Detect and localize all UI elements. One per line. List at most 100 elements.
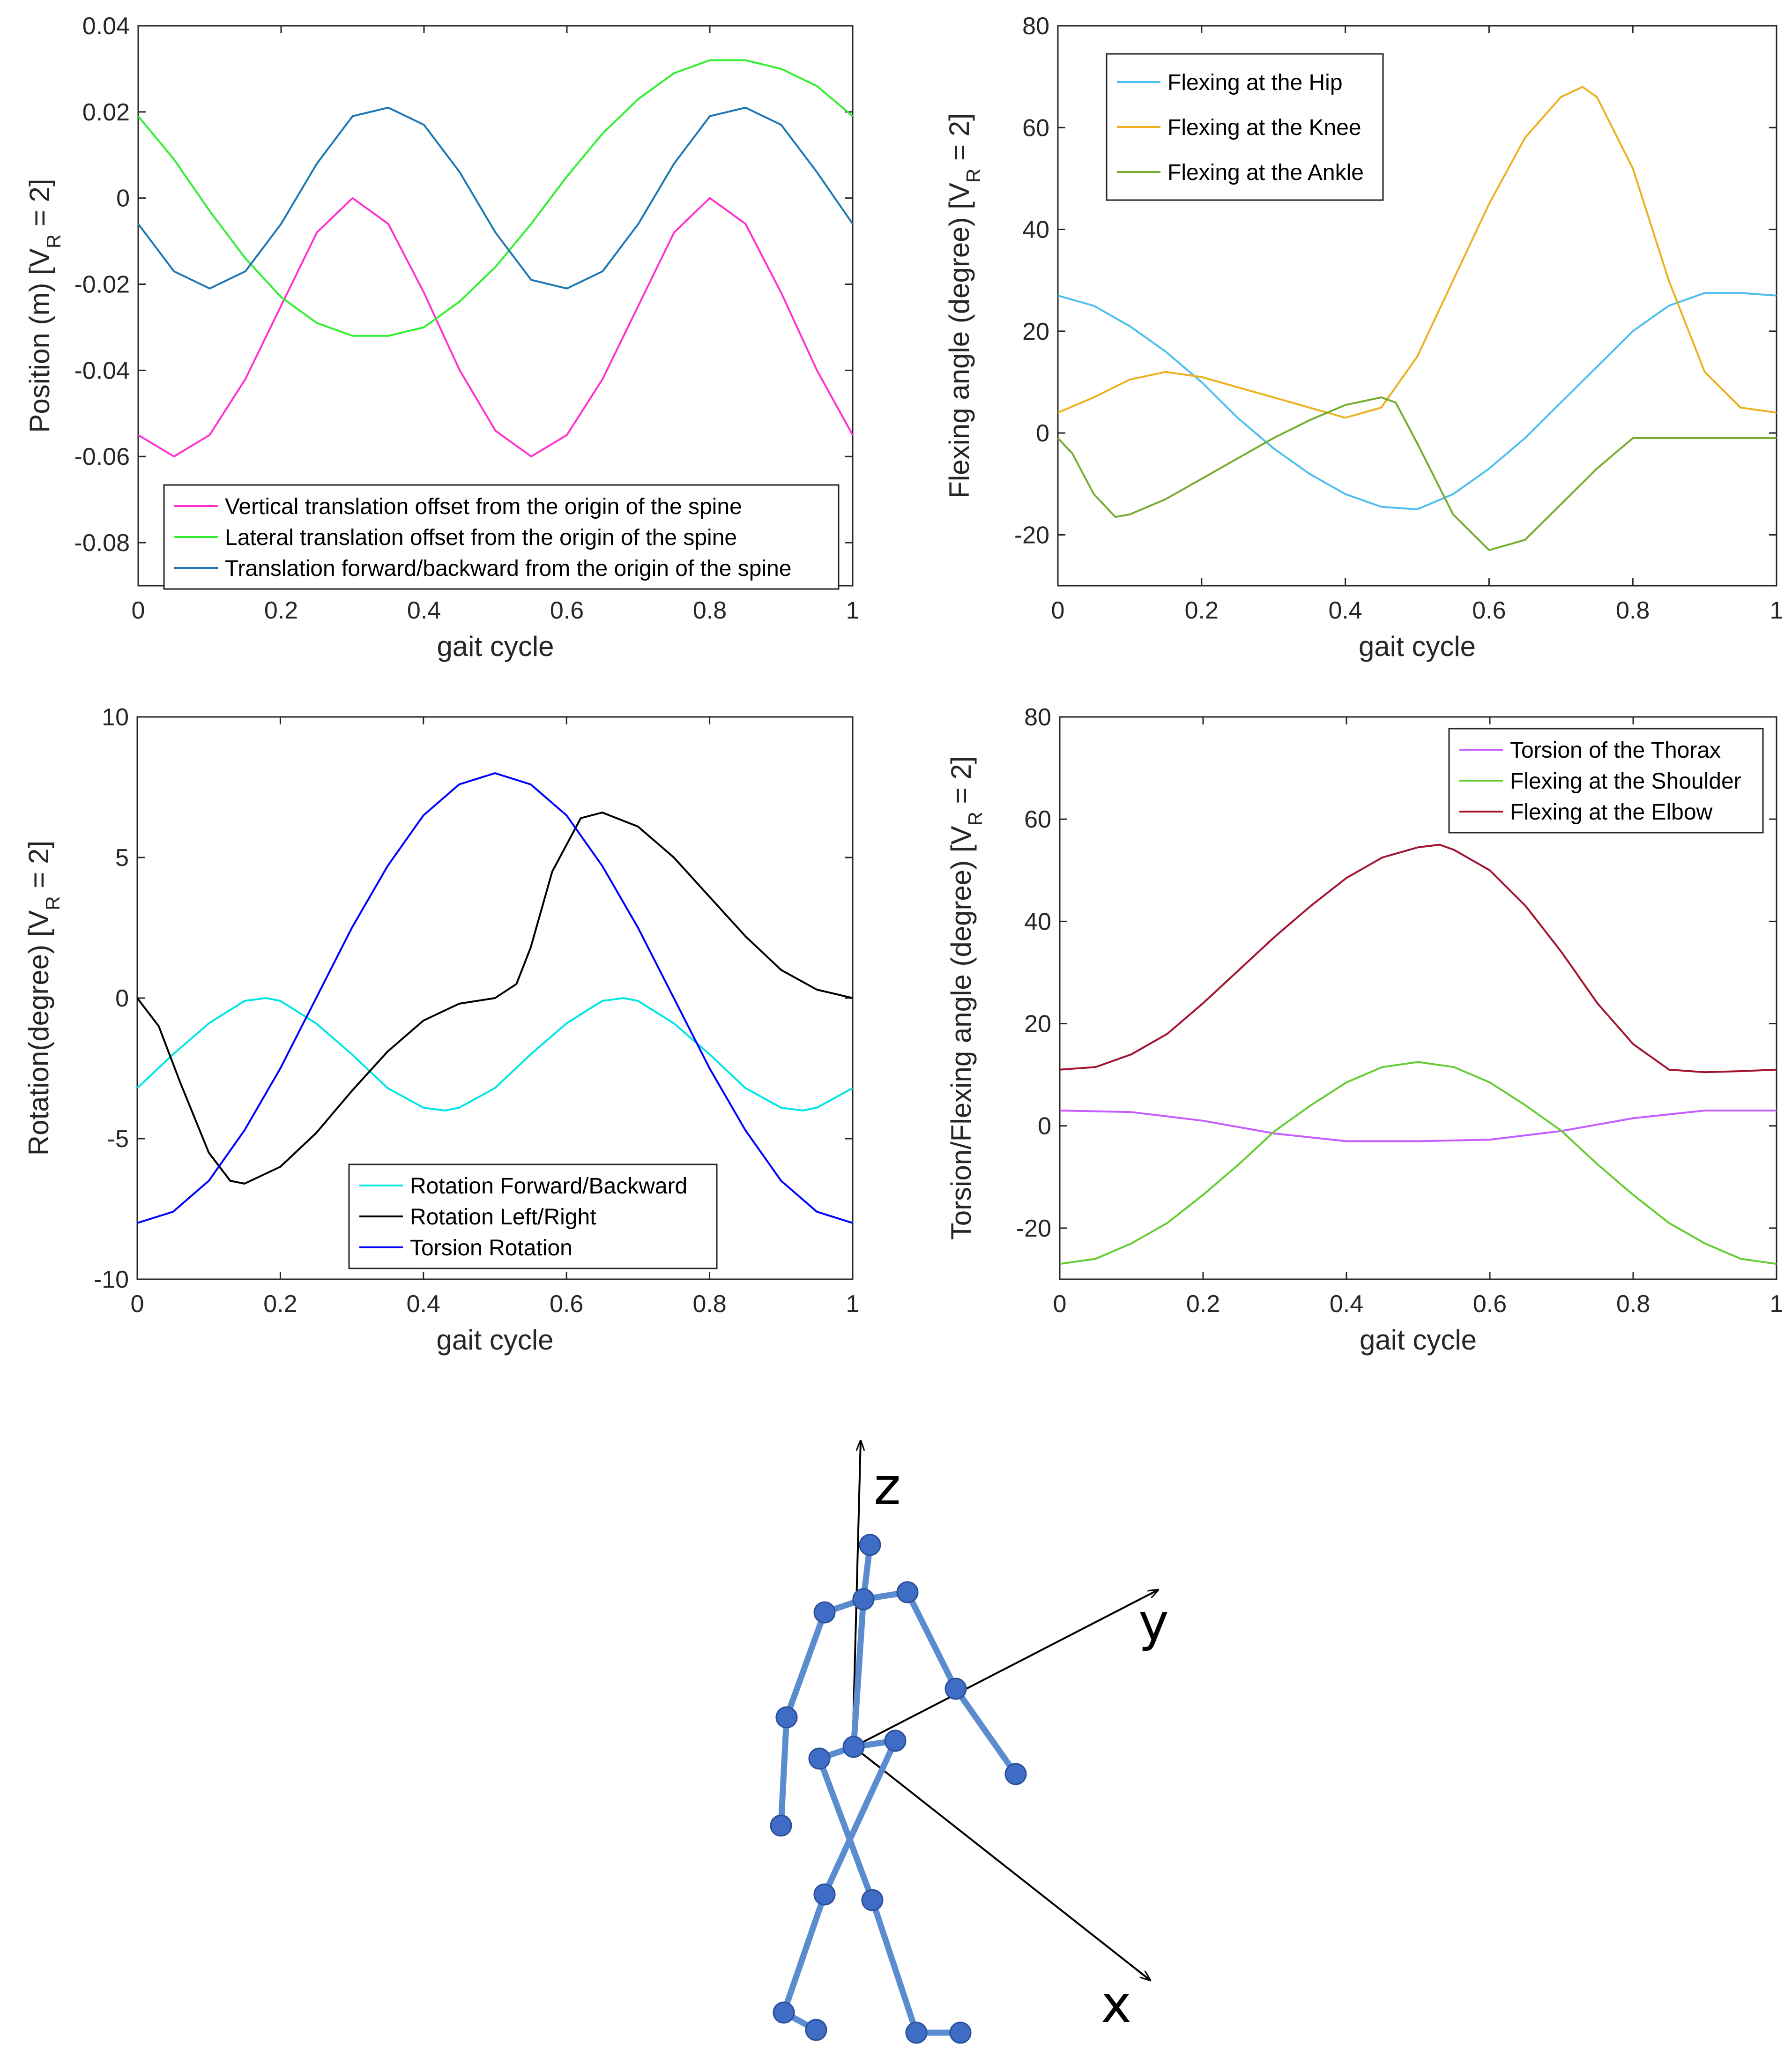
x-tick-label: 0 xyxy=(1053,1290,1067,1318)
x-tick-label: 0.8 xyxy=(1616,1290,1650,1318)
x-tick-label: 0.6 xyxy=(1472,597,1506,624)
x-tick-label: 0.4 xyxy=(407,597,441,624)
coordinate-axes: z y x xyxy=(852,1441,1169,2034)
x-tick-label: 0.2 xyxy=(263,1290,297,1318)
y-tick-label: 40 xyxy=(1022,216,1049,244)
x-axis-label: x xyxy=(1101,1974,1131,2034)
skeleton-joints xyxy=(770,1534,1027,2044)
x-tick-label: 0.4 xyxy=(1330,1290,1363,1318)
right-upper-arm-bone xyxy=(904,1589,959,1692)
y-axis-label: Rotation(degree) [VR = 2] xyxy=(23,841,64,1156)
x-axis-label: gait cycle xyxy=(436,1324,553,1356)
legend-entry: Vertical translation offset from the ori… xyxy=(225,494,742,519)
right-thigh-bone xyxy=(821,1737,899,1898)
z-axis-label: z xyxy=(874,1456,901,1516)
series-line xyxy=(1057,86,1777,419)
legend-entry: Lateral translation offset from the orig… xyxy=(225,525,737,550)
x-tick-label: 0.2 xyxy=(1186,1290,1220,1318)
left-thigh-bone xyxy=(816,1755,876,1903)
y-tick-label: -20 xyxy=(1016,1215,1051,1242)
legend-entry: Torsion of the Thorax xyxy=(1510,738,1721,763)
right-hip-joint xyxy=(884,1730,907,1752)
y-tick-label: 0 xyxy=(116,185,130,212)
series-line xyxy=(1059,1061,1777,1265)
y-tick-label: 0.02 xyxy=(82,99,130,126)
y-tick-label: 5 xyxy=(115,844,129,872)
series-line xyxy=(1059,1110,1777,1142)
left-hip-joint xyxy=(808,1747,831,1770)
x-tick-label: 0.4 xyxy=(407,1290,440,1318)
x-tick-label: 0.6 xyxy=(550,597,584,624)
y-axis-label-tail: = 2] xyxy=(24,179,55,234)
x-axis-label: gait cycle xyxy=(1359,631,1476,662)
x-tick-label: 1 xyxy=(846,597,860,624)
y-tick-label: -0.02 xyxy=(74,271,130,298)
left-elbow-joint xyxy=(775,1706,798,1729)
y-tick-label: -0.04 xyxy=(74,357,130,384)
series-line xyxy=(1059,843,1777,1074)
right-toe-joint xyxy=(805,2019,827,2041)
x-tick-label: 0.6 xyxy=(1473,1290,1507,1318)
y-tick-label: 60 xyxy=(1024,806,1051,833)
pelvis-joint xyxy=(842,1736,865,1758)
y-axis-arrow xyxy=(853,1590,1158,1748)
x-axis-label: gait cycle xyxy=(437,631,554,662)
y-axis-label-tail: = 2] xyxy=(23,841,54,896)
legend-entry: Torsion Rotation xyxy=(410,1236,573,1260)
x-tick-label: 0 xyxy=(132,597,145,624)
x-tick-label: 0 xyxy=(131,1290,144,1318)
right-forearm-bone xyxy=(952,1685,1019,1777)
y-tick-label: -10 xyxy=(94,1266,129,1293)
right-ankle-joint xyxy=(773,2001,795,2024)
y-axis-label-subscript: R xyxy=(43,234,65,248)
left-upper-arm-bone xyxy=(783,1609,828,1721)
x-tick-label: 0.6 xyxy=(550,1290,583,1318)
y-axis-label-subscript: R xyxy=(962,169,984,183)
torsion-flexing-chart: 0 0.2 0.4 0.6 0.8 1 80 60 40 20 0 -20 gait cycle Tors… xyxy=(945,704,1783,1356)
right-knee-joint xyxy=(813,1883,836,1906)
x-tick-label: 1 xyxy=(1770,597,1784,624)
legend-box xyxy=(163,484,840,590)
skeleton-diagram: z y x xyxy=(770,1441,1169,2044)
right-elbow-joint xyxy=(944,1678,967,1700)
y-tick-label: 80 xyxy=(1022,13,1049,40)
x-tick-label: 0 xyxy=(1051,597,1065,624)
y-tick-label: 40 xyxy=(1024,908,1051,935)
position-chart: 0 0.2 0.4 0.6 0.8 1 0.04 0.02 0 -0.02 -0.04 -0.06 -0… xyxy=(24,13,859,662)
legend-entry: Flexing at the Ankle xyxy=(1167,160,1364,185)
rotation-chart: 0 0.2 0.4 0.6 0.8 1 10 5 0 -5 -10 gait cycle Rotatio… xyxy=(23,704,859,1356)
y-tick-label: 0 xyxy=(1038,1113,1051,1140)
lower-limb-flexing-chart: 0 0.2 0.4 0.6 0.8 1 80 60 40 20 0 -20 gait cycle Flex… xyxy=(944,13,1783,662)
y-tick-label: 60 xyxy=(1022,114,1049,142)
legend-box xyxy=(348,1163,718,1269)
y-tick-label: -5 xyxy=(107,1126,129,1153)
x-axis-label: gait cycle xyxy=(1360,1324,1477,1356)
left-wrist-joint xyxy=(770,1814,792,1837)
y-tick-label: 20 xyxy=(1022,318,1049,345)
x-tick-label: 0.2 xyxy=(264,597,298,624)
y-tick-label: 0 xyxy=(1036,420,1049,447)
head-joint xyxy=(859,1534,881,1556)
y-axis-label-subscript: R xyxy=(42,896,64,910)
y-axis-label-main: Rotation(degree) [V xyxy=(23,910,54,1156)
left-forearm-bone xyxy=(778,1714,790,1829)
left-toe-joint xyxy=(949,2021,972,2044)
right-shin-bone xyxy=(781,1891,828,2016)
left-shoulder-joint xyxy=(813,1601,836,1624)
series-line xyxy=(1057,396,1777,551)
y-tick-label: 80 xyxy=(1024,704,1051,731)
legend-entry: Translation forward/backward from the or… xyxy=(225,556,791,581)
x-tick-label: 0.4 xyxy=(1328,597,1362,624)
legend-entry: Rotation Left/Right xyxy=(410,1205,596,1230)
neck-joint xyxy=(852,1588,875,1611)
y-tick-label: -0.08 xyxy=(74,529,130,557)
y-axis-label-main: Torsion/Flexing angle (degree) [V xyxy=(945,826,977,1240)
y-tick-label: 10 xyxy=(102,704,129,731)
series-line xyxy=(137,197,854,458)
y-axis-label: Torsion/Flexing angle (degree) [VR = 2] xyxy=(945,756,986,1240)
x-tick-label: 1 xyxy=(1770,1290,1784,1318)
y-tick-label: 0.04 xyxy=(82,13,130,40)
legend-entry: Flexing at the Shoulder xyxy=(1510,769,1741,794)
series-line xyxy=(137,59,854,337)
